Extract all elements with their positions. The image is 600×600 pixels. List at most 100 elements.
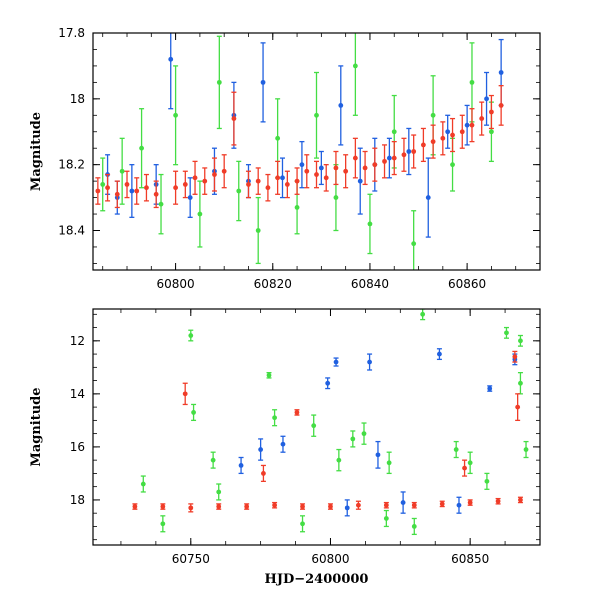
data-point: [300, 521, 305, 527]
data-point: [489, 109, 494, 115]
plot-area: [132, 309, 529, 536]
y-tick-label: 18: [70, 92, 85, 106]
data-point: [382, 158, 387, 164]
data-point: [515, 404, 521, 410]
series-2: [132, 350, 523, 513]
data-point: [160, 521, 166, 527]
data-point: [430, 112, 436, 118]
y-tick-label: 18: [70, 493, 85, 507]
data-point: [344, 505, 350, 511]
data-point: [383, 516, 389, 521]
x-tick-label: 60840: [351, 277, 389, 291]
data-point: [173, 185, 178, 191]
data-point: [411, 524, 417, 529]
data-point: [182, 182, 188, 187]
data-point: [255, 228, 261, 233]
data-point: [95, 188, 101, 194]
data-point: [518, 497, 523, 503]
data-point: [439, 501, 445, 507]
data-point: [495, 498, 501, 504]
data-point: [294, 205, 300, 210]
data-point: [168, 56, 174, 62]
data-point: [284, 182, 290, 187]
data-point: [450, 132, 455, 138]
data-point: [231, 116, 237, 121]
data-point: [445, 129, 451, 135]
data-point: [383, 502, 389, 508]
data-point: [299, 162, 305, 168]
y-tick-label: 17.8: [58, 26, 85, 40]
data-point: [411, 241, 417, 247]
data-point: [469, 79, 475, 85]
data-point: [479, 116, 485, 121]
y-axis-label: Magnitude: [29, 387, 44, 466]
data-point: [523, 447, 529, 452]
plot-area: [95, 33, 504, 270]
data-point: [367, 359, 372, 365]
data-point: [350, 436, 356, 442]
data-point: [487, 386, 493, 391]
y-tick-label: 18.4: [58, 224, 85, 238]
plot-frame: [92, 32, 541, 271]
data-point: [318, 165, 324, 171]
data-point: [188, 333, 194, 338]
x-tick-label: 60850: [451, 552, 489, 566]
data-point: [265, 185, 271, 191]
data-point: [467, 460, 473, 466]
data-point: [173, 112, 178, 118]
data-point: [114, 191, 120, 197]
data-point: [258, 447, 264, 452]
data-point: [336, 457, 342, 463]
data-point: [352, 63, 358, 69]
data-point: [420, 142, 426, 148]
y-tick-label: 18.2: [58, 158, 85, 172]
data-point: [314, 172, 319, 177]
data-point: [430, 139, 436, 145]
data-point: [100, 182, 106, 187]
data-point: [391, 155, 397, 161]
data-point: [498, 70, 504, 75]
data-point: [238, 463, 244, 468]
x-tick-label: 60800: [311, 552, 349, 566]
data-point: [300, 504, 305, 509]
data-point: [357, 178, 363, 184]
data-point: [261, 471, 266, 476]
data-point: [464, 122, 470, 128]
data-point: [132, 504, 138, 509]
data-point: [484, 478, 490, 484]
data-point: [210, 457, 216, 463]
data-point: [469, 122, 475, 128]
data-point: [129, 188, 135, 194]
y-tick-label: 14: [70, 387, 85, 401]
data-point: [216, 79, 222, 85]
y-tick-label: 16: [70, 440, 85, 454]
data-point: [504, 330, 509, 336]
data-point: [361, 431, 367, 437]
data-point: [192, 175, 198, 181]
data-point: [105, 185, 110, 191]
data-point: [391, 129, 397, 135]
plot-frame: [92, 308, 541, 546]
x-tick-label: 60820: [254, 277, 292, 291]
data-point: [406, 149, 412, 154]
data-point: [236, 188, 242, 194]
data-point: [187, 195, 193, 200]
data-point: [333, 195, 339, 200]
data-point: [518, 338, 523, 344]
data-point: [188, 505, 194, 511]
data-point: [489, 129, 494, 135]
data-point: [352, 155, 358, 161]
data-point: [498, 103, 504, 108]
data-point: [294, 410, 300, 415]
data-point: [119, 168, 125, 174]
data-point: [304, 168, 310, 174]
series-1: [100, 33, 494, 270]
data-point: [420, 311, 426, 317]
data-point: [158, 201, 164, 207]
bottom-panel: 60750 60800 60850 12 14 16 18 Magnitude HJD−2400…: [29, 308, 541, 587]
x-axis-label: HJD−2400000: [265, 572, 369, 587]
data-point: [266, 372, 272, 378]
data-point: [512, 354, 518, 360]
data-point: [202, 178, 208, 184]
data-point: [450, 162, 455, 168]
